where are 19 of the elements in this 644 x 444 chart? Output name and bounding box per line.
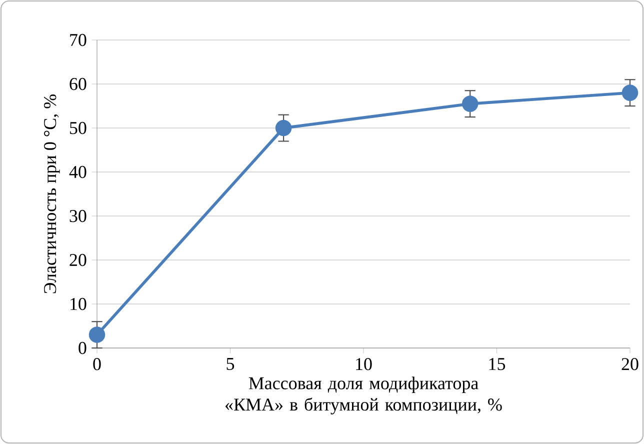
y-tick-label: 10 xyxy=(70,298,86,310)
point xyxy=(275,120,292,136)
x-tick-label: 15 xyxy=(489,358,506,370)
y-tick-label: 30 xyxy=(70,210,86,222)
y-axis-title: Эластичность при 0 °С, % xyxy=(44,94,60,294)
x-tick-label: 20 xyxy=(622,358,638,370)
point xyxy=(88,326,106,343)
y-tick-label: 20 xyxy=(70,254,86,266)
y-tick-label: 50 xyxy=(70,122,86,134)
y-tick-label: 60 xyxy=(70,78,86,90)
y-tick-label: 0 xyxy=(78,342,86,354)
y-tick-label: 70 xyxy=(70,34,86,46)
x-tick-label: 5 xyxy=(226,358,234,370)
x-axis-title: Массовая доля модификатора «КМА» в битумной композиции, % xyxy=(226,376,502,414)
x-tick-label: 0 xyxy=(93,358,101,370)
point xyxy=(622,84,638,101)
point xyxy=(462,96,478,112)
y-tick-label: 40 xyxy=(69,166,86,178)
x-tick-label: 10 xyxy=(356,358,372,370)
